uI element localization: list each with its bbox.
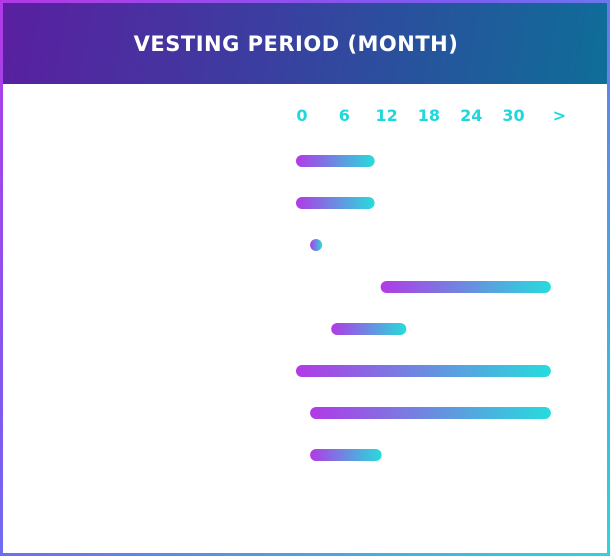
vesting-bar (296, 155, 375, 167)
x-tick-label: 12 (375, 106, 397, 125)
vesting-bar (296, 365, 551, 377)
vesting-bar (310, 239, 323, 251)
x-tick-label: 30 (502, 106, 524, 125)
x-tick-label: > (553, 106, 566, 125)
vesting-bar (331, 323, 407, 335)
x-tick-label: 6 (339, 106, 350, 125)
vesting-bar (310, 407, 551, 419)
x-tick-label: 24 (460, 106, 482, 125)
x-tick-label: 0 (296, 106, 307, 125)
vesting-bar (380, 281, 551, 293)
x-tick-label: 18 (418, 106, 440, 125)
vesting-bar (310, 449, 382, 461)
vesting-bar (296, 197, 375, 209)
